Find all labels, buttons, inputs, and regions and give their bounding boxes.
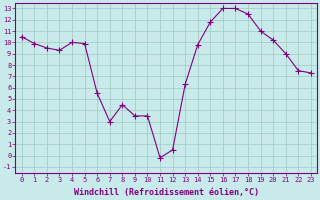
X-axis label: Windchill (Refroidissement éolien,°C): Windchill (Refroidissement éolien,°C) bbox=[74, 188, 259, 197]
